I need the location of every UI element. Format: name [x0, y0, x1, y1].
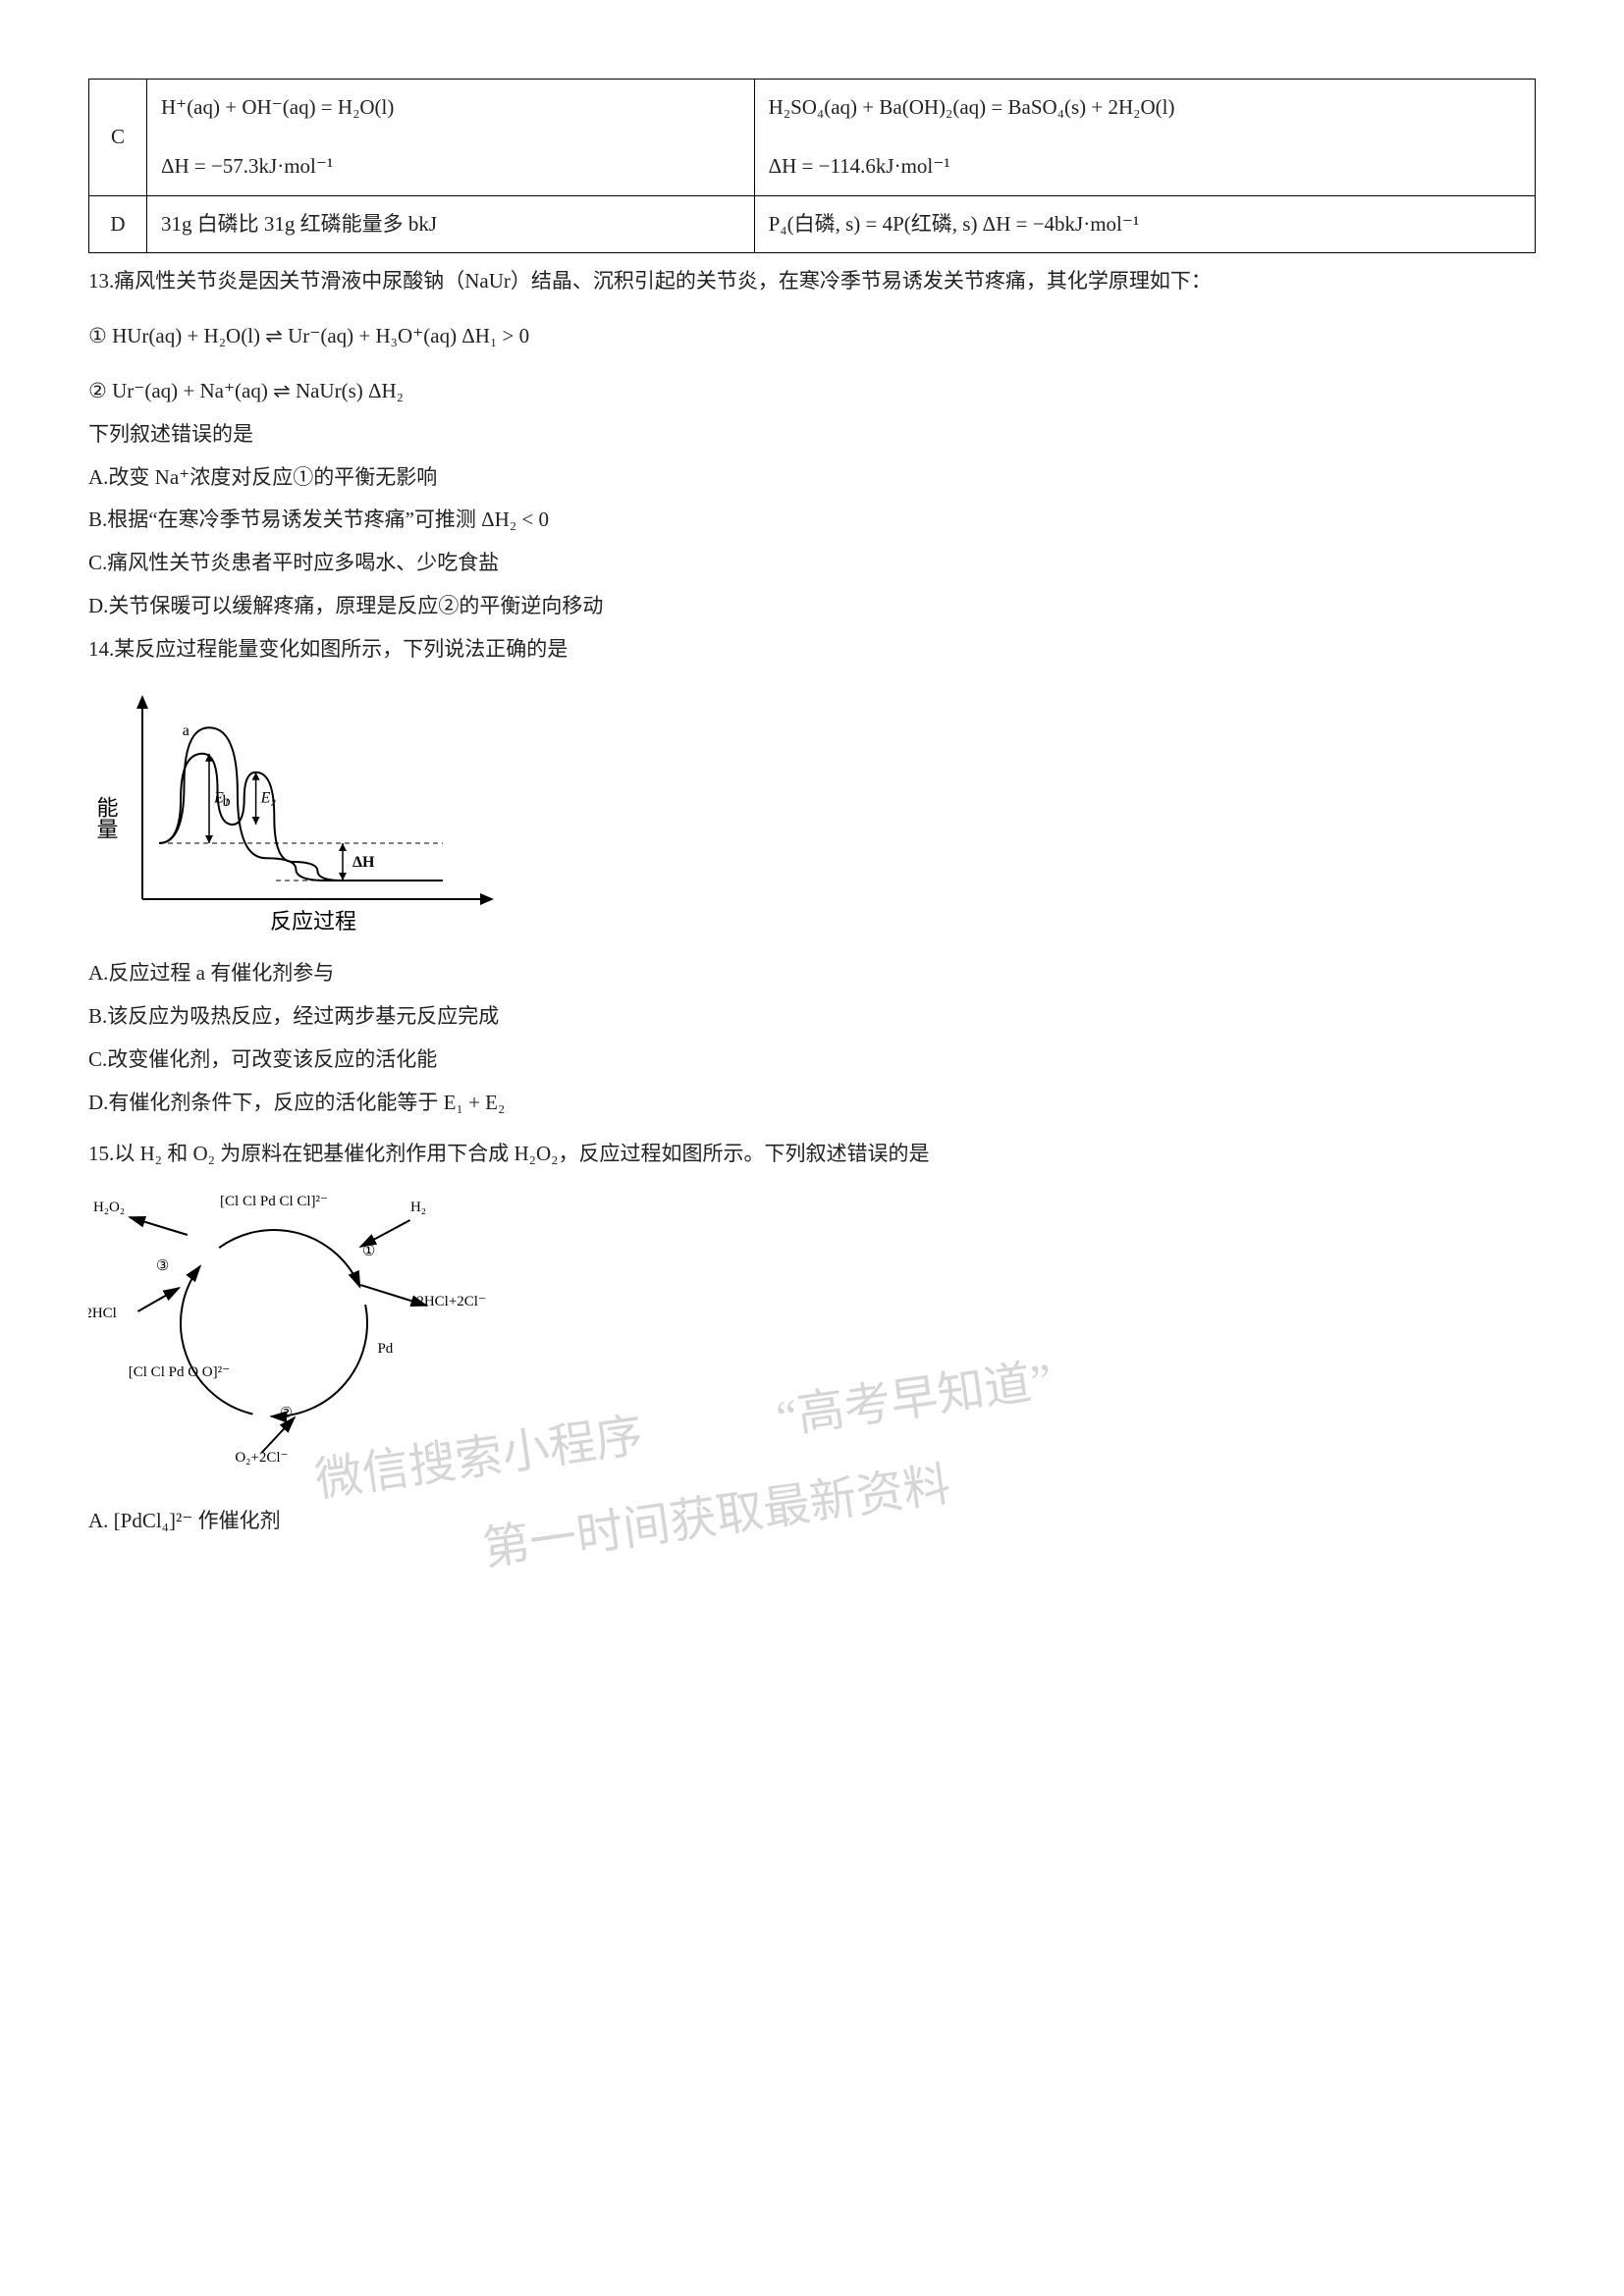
q13-intro: 13.痛风性关节炎是因关节滑液中尿酸钠（NaUr）结晶、沉积引起的关节炎，在寒冷…: [88, 263, 1536, 300]
energy-profile-figure: 能量反应过程abE₁E₂ΔH: [88, 678, 511, 946]
svg-text:[Cl Cl Pd Cl Cl]²⁻: [Cl Cl Pd Cl Cl]²⁻: [220, 1194, 328, 1209]
watermark-text: “高考早知道”: [771, 1339, 1057, 1462]
svg-text:[Cl Cl Pd O O]²⁻: [Cl Cl Pd O O]²⁻: [129, 1364, 230, 1380]
row-label-d: D: [103, 206, 133, 243]
svg-text:H₂O₂: H₂O₂: [93, 1200, 125, 1215]
energy-profile-svg: 能量反应过程abE₁E₂ΔH: [88, 678, 501, 934]
q13-option-d: D.关节保暖可以缓解疼痛，原理是反应②的平衡逆向移动: [88, 588, 1536, 625]
row-label-c: C: [103, 119, 133, 156]
options-table: C H⁺(aq) + OH⁻(aq) = H₂O(l) ΔH = −57.3kJ…: [88, 79, 1536, 253]
q14-intro: 14.某反应过程能量变化如图所示，下列说法正确的是: [88, 631, 1536, 668]
table-row: D 31g 白磷比 31g 红磷能量多 bkJ P₄(白磷, s) = 4P(红…: [89, 195, 1536, 253]
cell-text: ΔH = −114.6kJ·mol⁻¹: [769, 148, 1521, 186]
svg-text:a: a: [183, 721, 189, 738]
q14-option-c: C.改变催化剂，可改变该反应的活化能: [88, 1041, 1536, 1079]
svg-text:O₂+2Cl⁻: O₂+2Cl⁻: [235, 1450, 288, 1466]
q14-option-d: D.有催化剂条件下，反应的活化能等于 E₁ + E₂: [88, 1085, 1536, 1122]
q14-option-a: A.反应过程 a 有催化剂参与: [88, 955, 1536, 992]
cell-left: 31g 白磷比 31g 红磷能量多 bkJ: [146, 195, 754, 253]
cell-text: P₄(白磷, s) = 4P(红磷, s) ΔH = −4bkJ·mol⁻¹: [769, 206, 1521, 243]
row-label: D: [89, 195, 147, 253]
svg-text:Pd: Pd: [377, 1341, 393, 1357]
q13-option-a: A.改变 Na⁺浓度对反应①的平衡无影响: [88, 459, 1536, 497]
cell-text: ΔH = −57.3kJ·mol⁻¹: [161, 148, 740, 186]
q13-option-c: C.痛风性关节炎患者平时应多喝水、少吃食盐: [88, 545, 1536, 582]
cycle-diagram-svg: [Cl Cl Pd Cl Cl]²⁻Pd[Cl Cl Pd O O]²⁻H₂O₂…: [88, 1182, 501, 1476]
svg-text:ΔH: ΔH: [352, 854, 375, 871]
svg-text:2HCl+2Cl⁻: 2HCl+2Cl⁻: [416, 1294, 486, 1309]
row-label: C: [89, 80, 147, 196]
q13-eq2: ② Ur⁻(aq) + Na⁺(aq) ⇌ NaUr(s) ΔH₂: [88, 373, 1536, 410]
cell-right: H₂SO₄(aq) + Ba(OH)₂(aq) = BaSO₄(s) + 2H₂…: [754, 80, 1535, 196]
cell-left: H⁺(aq) + OH⁻(aq) = H₂O(l) ΔH = −57.3kJ·m…: [146, 80, 754, 196]
svg-text:H₂: H₂: [410, 1200, 426, 1215]
cell-text: H₂SO₄(aq) + Ba(OH)₂(aq) = BaSO₄(s) + 2H₂…: [769, 89, 1521, 127]
svg-text:③: ③: [156, 1258, 169, 1274]
svg-text:反应过程: 反应过程: [270, 909, 356, 934]
q13-eq1: ① HUr(aq) + H₂O(l) ⇌ Ur⁻(aq) + H₃O⁺(aq) …: [88, 318, 1536, 355]
svg-text:E₁: E₁: [213, 789, 229, 806]
svg-text:2HCl: 2HCl: [88, 1306, 117, 1321]
q13-option-b: B.根据“在寒冷季节易诱发关节疼痛”可推测 ΔH₂ < 0: [88, 502, 1536, 539]
cell-text: 31g 白磷比 31g 红磷能量多 bkJ: [161, 206, 740, 243]
table-row: C H⁺(aq) + OH⁻(aq) = H₂O(l) ΔH = −57.3kJ…: [89, 80, 1536, 196]
q14-option-b: B.该反应为吸热反应，经过两步基元反应完成: [88, 998, 1536, 1036]
cycle-diagram-figure: [Cl Cl Pd Cl Cl]²⁻Pd[Cl Cl Pd O O]²⁻H₂O₂…: [88, 1182, 481, 1489]
q15-intro: 15.以 H₂ 和 O₂ 为原料在钯基催化剂作用下合成 H₂O₂，反应过程如图所…: [88, 1136, 1536, 1173]
svg-text:E₂: E₂: [260, 789, 277, 806]
svg-text:①: ①: [362, 1244, 375, 1259]
svg-text:能量: 能量: [94, 796, 119, 839]
cell-right: P₄(白磷, s) = 4P(红磷, s) ΔH = −4bkJ·mol⁻¹: [754, 195, 1535, 253]
q15-option-a: A. [PdCl₄]²⁻ 作催化剂: [88, 1503, 1536, 1540]
svg-text:②: ②: [280, 1406, 293, 1421]
q13-stem: 下列叙述错误的是: [88, 416, 1536, 454]
cell-text: H⁺(aq) + OH⁻(aq) = H₂O(l): [161, 89, 740, 127]
